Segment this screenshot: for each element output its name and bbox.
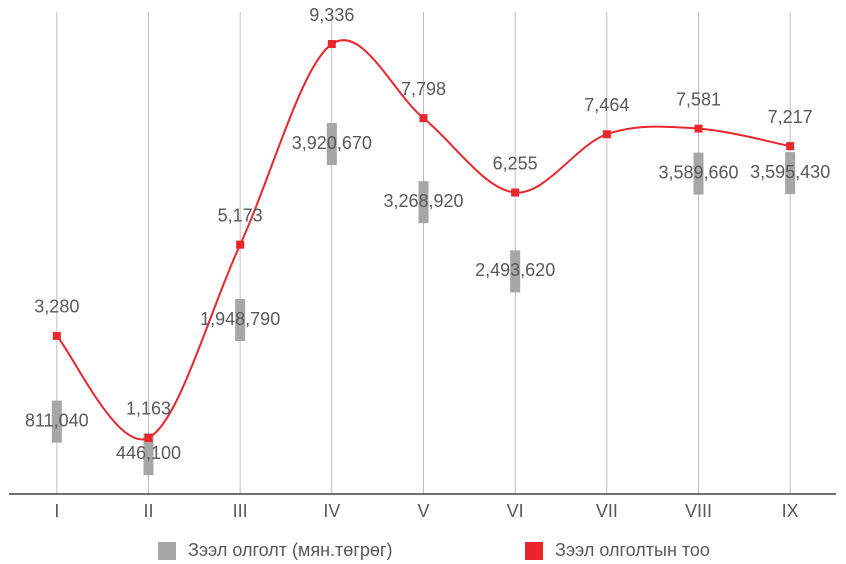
bar-value-label: 446,100 xyxy=(116,443,181,463)
line-point xyxy=(236,240,245,249)
x-tick-label: VII xyxy=(596,501,618,521)
bar-value-label: 3,268,920 xyxy=(383,191,463,211)
line xyxy=(56,39,791,441)
line-value-label: 7,464 xyxy=(584,95,629,115)
x-tick-label: V xyxy=(417,501,429,521)
line-value-label: 1,163 xyxy=(126,399,171,419)
line-point xyxy=(602,130,611,139)
bar xyxy=(51,400,62,443)
legend-swatch xyxy=(158,542,176,560)
bar xyxy=(693,152,704,195)
x-tick-label: I xyxy=(54,501,59,521)
line-point xyxy=(419,114,428,123)
legend-label: Зээл олголт (мян.төгрөг) xyxy=(188,540,392,560)
bar-value-label: 3,589,660 xyxy=(658,162,738,182)
legend-label: Зээл олголтын тоо xyxy=(555,540,710,560)
bar xyxy=(326,123,337,166)
line-value-label: 9,336 xyxy=(309,5,354,25)
line-value-label: 7,217 xyxy=(768,107,813,127)
bar-value-label: 3,920,670 xyxy=(292,133,372,153)
line-point xyxy=(327,40,336,49)
line-point xyxy=(694,124,703,133)
bar-value-label: 3,595,430 xyxy=(750,162,830,182)
line-point xyxy=(511,188,520,197)
bar-value-label: 811,040 xyxy=(25,410,89,430)
x-tick-label: IV xyxy=(323,501,340,521)
line-value-label: 3,280 xyxy=(34,297,79,317)
bar xyxy=(785,152,796,195)
bar xyxy=(418,181,429,224)
bar xyxy=(143,433,154,476)
x-tick-label: II xyxy=(143,501,153,521)
line-value-label: 7,798 xyxy=(401,79,446,99)
x-tick-label: VI xyxy=(507,501,524,521)
line-point xyxy=(786,142,795,151)
line-value-label: 5,173 xyxy=(218,205,263,225)
bar-value-label: 1,948,790 xyxy=(200,309,280,329)
line-point xyxy=(52,331,61,340)
x-tick-label: VIII xyxy=(685,501,712,521)
bar xyxy=(510,250,521,293)
line-point xyxy=(144,433,153,442)
x-tick-label: IX xyxy=(782,501,799,521)
bar-value-label: 2,493,620 xyxy=(475,260,555,280)
x-tick-label: III xyxy=(233,501,248,521)
bar xyxy=(235,299,246,342)
legend-swatch xyxy=(525,542,543,560)
line-value-label: 6,255 xyxy=(493,153,538,173)
line-value-label: 7,581 xyxy=(676,89,721,109)
